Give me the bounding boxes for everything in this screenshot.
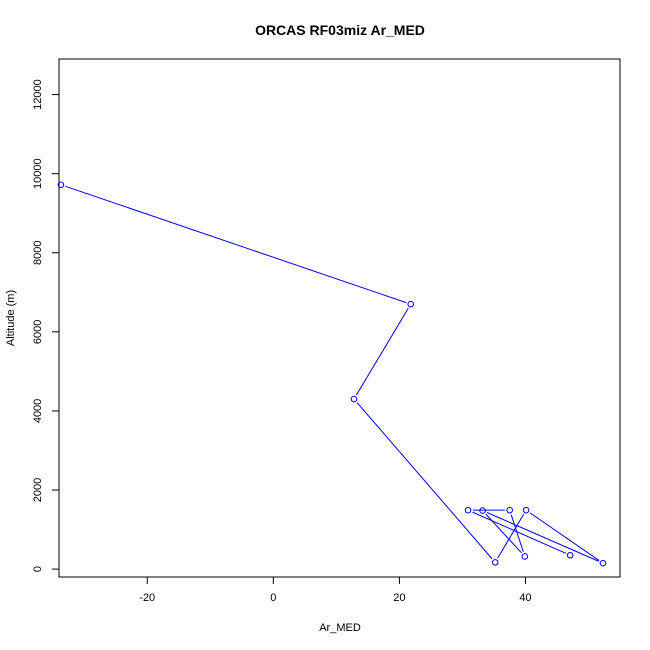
data-point xyxy=(521,553,529,560)
chart-title: ORCAS RF03miz Ar_MED xyxy=(255,22,425,38)
x-tick-label: -20 xyxy=(139,592,155,604)
series-layer xyxy=(57,181,607,567)
y-tick-label: 8000 xyxy=(32,241,44,265)
series-line-segment xyxy=(486,512,599,562)
y-axis: 0 2000 4000 6000 8000 10000 12000 xyxy=(32,79,59,572)
data-point xyxy=(522,506,530,514)
series-line-segment xyxy=(497,514,525,559)
data-point xyxy=(479,507,486,514)
series-line-segment xyxy=(472,511,567,554)
series-line-segment xyxy=(510,514,524,553)
x-axis: -20 0 20 40 xyxy=(139,577,532,604)
y-tick-label: 2000 xyxy=(32,478,44,502)
series-line-segment xyxy=(65,185,407,304)
series-line-segment xyxy=(356,308,409,396)
y-axis-label: Altitude (m) xyxy=(5,290,17,346)
x-axis-label: Ar_MED xyxy=(319,622,361,634)
data-point xyxy=(57,181,65,189)
data-point xyxy=(491,559,499,566)
x-tick-label: 20 xyxy=(393,592,405,604)
data-point xyxy=(599,559,607,567)
x-tick-label: 40 xyxy=(519,592,531,604)
y-tick-label: 6000 xyxy=(32,320,44,344)
plot-frame xyxy=(58,58,621,578)
data-point xyxy=(464,506,472,514)
data-point xyxy=(350,395,358,403)
data-point xyxy=(506,506,513,514)
series-line-segment xyxy=(529,512,600,561)
y-tick-label: 12000 xyxy=(32,79,44,110)
data-point xyxy=(407,300,415,308)
data-point xyxy=(566,551,574,559)
y-tick-label: 0 xyxy=(32,566,44,572)
y-tick-label: 10000 xyxy=(32,158,44,189)
y-tick-label: 4000 xyxy=(32,399,44,423)
series-line-segment xyxy=(356,402,493,560)
x-tick-label: 0 xyxy=(270,592,276,604)
